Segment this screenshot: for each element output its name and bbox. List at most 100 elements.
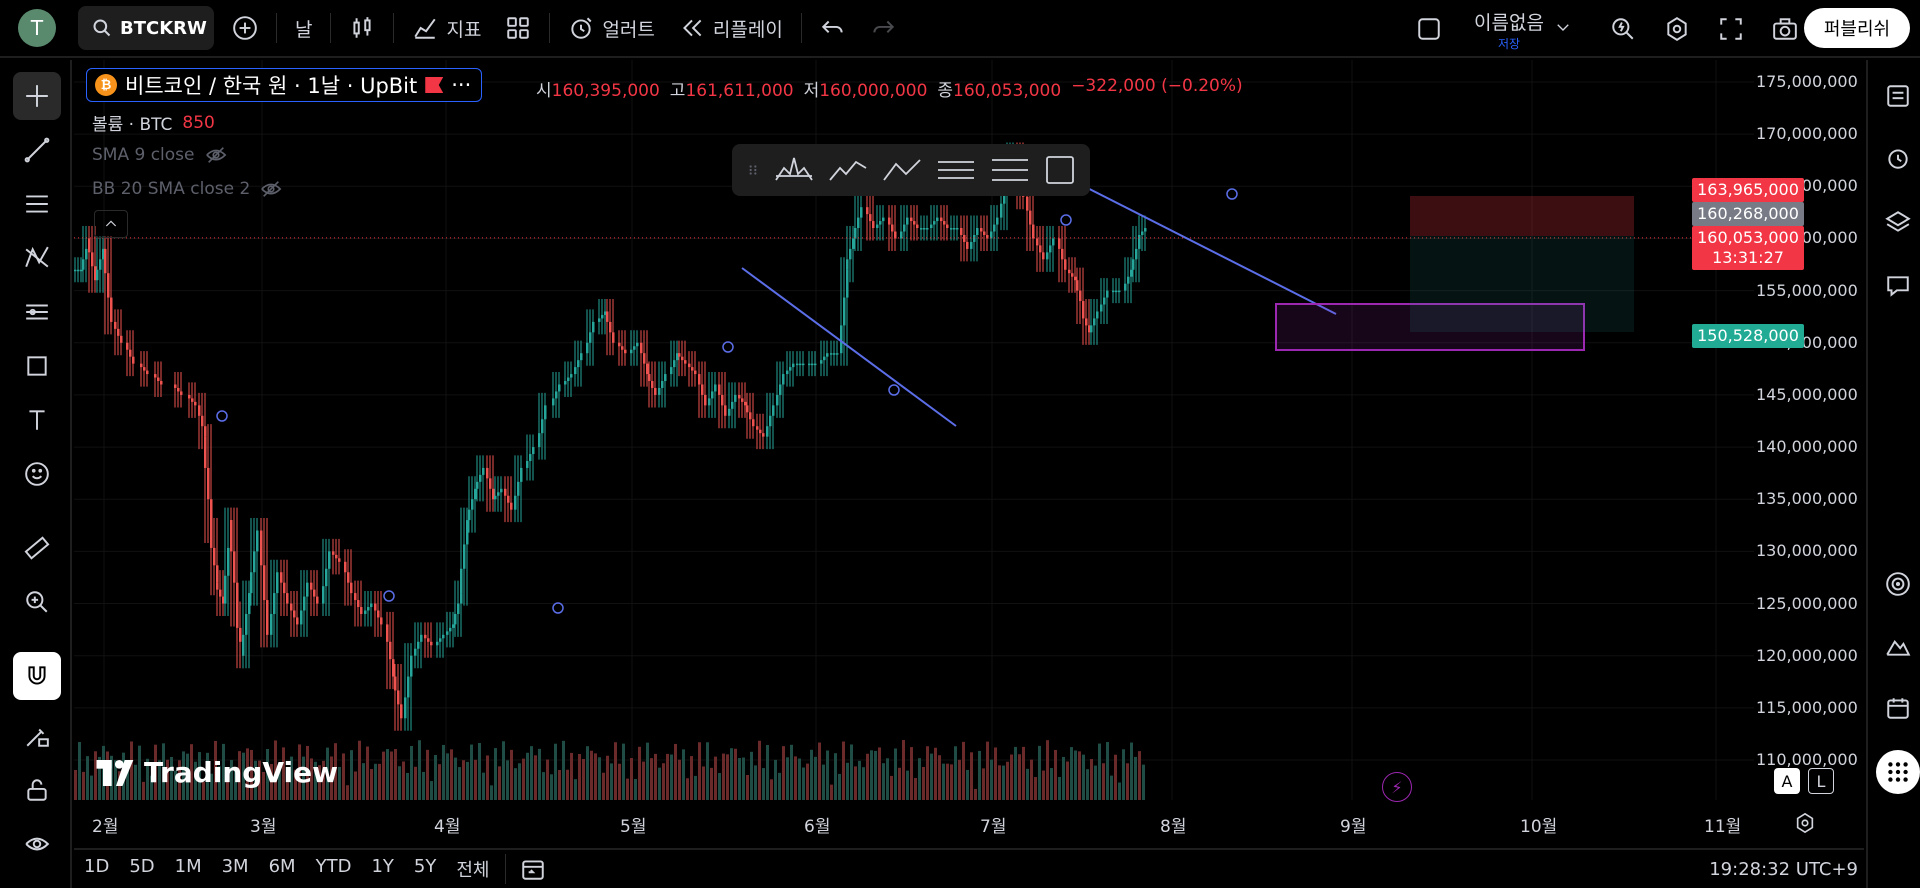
- tradingview-label: TradingView: [144, 756, 338, 789]
- candle-body: [410, 655, 413, 677]
- text-tool[interactable]: [13, 396, 61, 444]
- volume-bar: [162, 743, 165, 800]
- candle-body: [313, 589, 316, 597]
- candle-body: [367, 607, 370, 611]
- fullscreen-icon[interactable]: [1718, 16, 1744, 42]
- trendline-tool[interactable]: [13, 126, 61, 174]
- trendline: [1047, 167, 1337, 315]
- chart-area[interactable]: ₿ 비트코인 / 한국 원 · 1날 · UpBit ··· 시160,395,…: [74, 60, 1864, 840]
- watchlist-button[interactable]: [1878, 76, 1918, 116]
- auto-scale-button[interactable]: A: [1774, 768, 1800, 794]
- log-scale-button[interactable]: L: [1808, 768, 1834, 794]
- lightning-icon[interactable]: ⚡: [1382, 772, 1412, 802]
- candle-body: [88, 238, 91, 253]
- chart-type-button[interactable]: [337, 6, 387, 50]
- lock-tool[interactable]: [13, 766, 61, 814]
- symbol-search-button[interactable]: BTCKRW: [78, 6, 214, 50]
- volume-legend[interactable]: 볼륨 · BTC 850: [92, 110, 215, 136]
- alert-button[interactable]: 얼러트: [556, 6, 666, 50]
- candle-body: [1138, 234, 1141, 239]
- volume-bar: [258, 760, 261, 800]
- indicators-button[interactable]: 지표: [400, 6, 493, 50]
- redo-button[interactable]: [858, 6, 908, 50]
- range-button[interactable]: 6M: [268, 856, 296, 877]
- range-button[interactable]: 1M: [174, 856, 202, 877]
- candle-body: [1064, 259, 1067, 270]
- candle-body: [1085, 318, 1088, 326]
- range-button[interactable]: 5Y: [413, 856, 437, 877]
- visibility-tool[interactable]: [13, 820, 61, 868]
- camera-icon[interactable]: [1772, 16, 1798, 42]
- target-button[interactable]: [1878, 564, 1918, 604]
- range-button[interactable]: 3M: [221, 856, 249, 877]
- forecast-tool[interactable]: [13, 288, 61, 336]
- chevron-down-icon[interactable]: [1554, 18, 1572, 36]
- volume-bar: [506, 760, 509, 800]
- user-avatar[interactable]: T: [18, 9, 56, 47]
- abc-wave-icon[interactable]: [882, 154, 922, 186]
- clock[interactable]: 19:28:32 UTC+9: [1709, 858, 1858, 880]
- range-button[interactable]: 5D: [129, 856, 155, 877]
- symbol-legend[interactable]: ₿ 비트코인 / 한국 원 · 1날 · UpBit ···: [86, 68, 483, 102]
- sma-legend[interactable]: SMA 9 close: [92, 144, 227, 166]
- range-button[interactable]: 전체: [456, 860, 490, 881]
- shape-tool[interactable]: [13, 342, 61, 390]
- candle-body: [900, 231, 903, 239]
- volume-bar: [1026, 768, 1029, 800]
- compare-button[interactable]: [220, 6, 270, 50]
- pencil-lock-icon: [26, 728, 49, 747]
- range-button[interactable]: 1Y: [371, 856, 394, 877]
- apps-button[interactable]: [1876, 750, 1920, 794]
- flag-icon[interactable]: [425, 77, 444, 93]
- fib-extension-icon[interactable]: [990, 154, 1030, 186]
- draw-lock-tool[interactable]: [13, 712, 61, 760]
- settings-gear-icon[interactable]: [1664, 16, 1690, 42]
- interval-button[interactable]: 날: [283, 6, 324, 50]
- undo-button[interactable]: [808, 6, 858, 50]
- rectangle-draw-icon[interactable]: [1044, 154, 1076, 186]
- crosshair-tool[interactable]: [13, 72, 61, 120]
- range-button[interactable]: 1D: [84, 856, 110, 877]
- icon-tool[interactable]: [13, 450, 61, 498]
- fib-levels-icon[interactable]: [936, 154, 976, 186]
- eye-hidden-icon[interactable]: [260, 178, 282, 200]
- eye-hidden-icon[interactable]: [205, 144, 227, 166]
- pattern-tool[interactable]: [13, 234, 61, 282]
- volume-bar: [422, 771, 425, 800]
- date-range-icon[interactable]: [520, 856, 546, 882]
- ruler-tool[interactable]: [13, 524, 61, 572]
- quick-search-icon[interactable]: [1610, 16, 1636, 42]
- object-tree-button[interactable]: [1878, 202, 1918, 242]
- volume-bar: [94, 751, 97, 800]
- elliott-wave-icon[interactable]: [828, 154, 868, 186]
- bb-legend[interactable]: BB 20 SMA close 2: [92, 178, 282, 200]
- drag-handle-icon[interactable]: [746, 159, 760, 181]
- legend-more-button[interactable]: ···: [451, 73, 472, 97]
- zoom-tool[interactable]: [13, 578, 61, 626]
- price-chart[interactable]: [74, 60, 1864, 840]
- replay-button[interactable]: 리플레이: [667, 6, 795, 50]
- publish-button[interactable]: 퍼블리쉬: [1804, 8, 1910, 48]
- volume-bar: [170, 756, 173, 800]
- axis-settings-icon[interactable]: [1794, 812, 1816, 834]
- candle-body: [1135, 248, 1138, 260]
- calendar-button[interactable]: [1878, 688, 1918, 728]
- bar-countdown: 13:31:27: [1712, 248, 1784, 267]
- candle-body: [993, 224, 996, 232]
- ideas-button[interactable]: [1878, 626, 1918, 666]
- templates-button[interactable]: [493, 6, 543, 50]
- volume-bar: [746, 774, 749, 800]
- magnet-tool[interactable]: [13, 652, 61, 700]
- right-sidebar: [1866, 60, 1920, 888]
- square-icon[interactable]: [1416, 16, 1442, 42]
- fib-tool[interactable]: [13, 180, 61, 228]
- candle-body: [174, 384, 177, 388]
- head-shoulders-icon[interactable]: [774, 154, 814, 186]
- alerts-panel-button[interactable]: [1878, 138, 1918, 178]
- volume-bar: [262, 771, 265, 800]
- chat-button[interactable]: [1878, 266, 1918, 306]
- layout-name-button[interactable]: 이름없음 저장: [1464, 8, 1554, 52]
- collapse-legend-button[interactable]: [94, 210, 128, 238]
- volume-bar: [402, 761, 405, 800]
- range-button[interactable]: YTD: [315, 856, 352, 877]
